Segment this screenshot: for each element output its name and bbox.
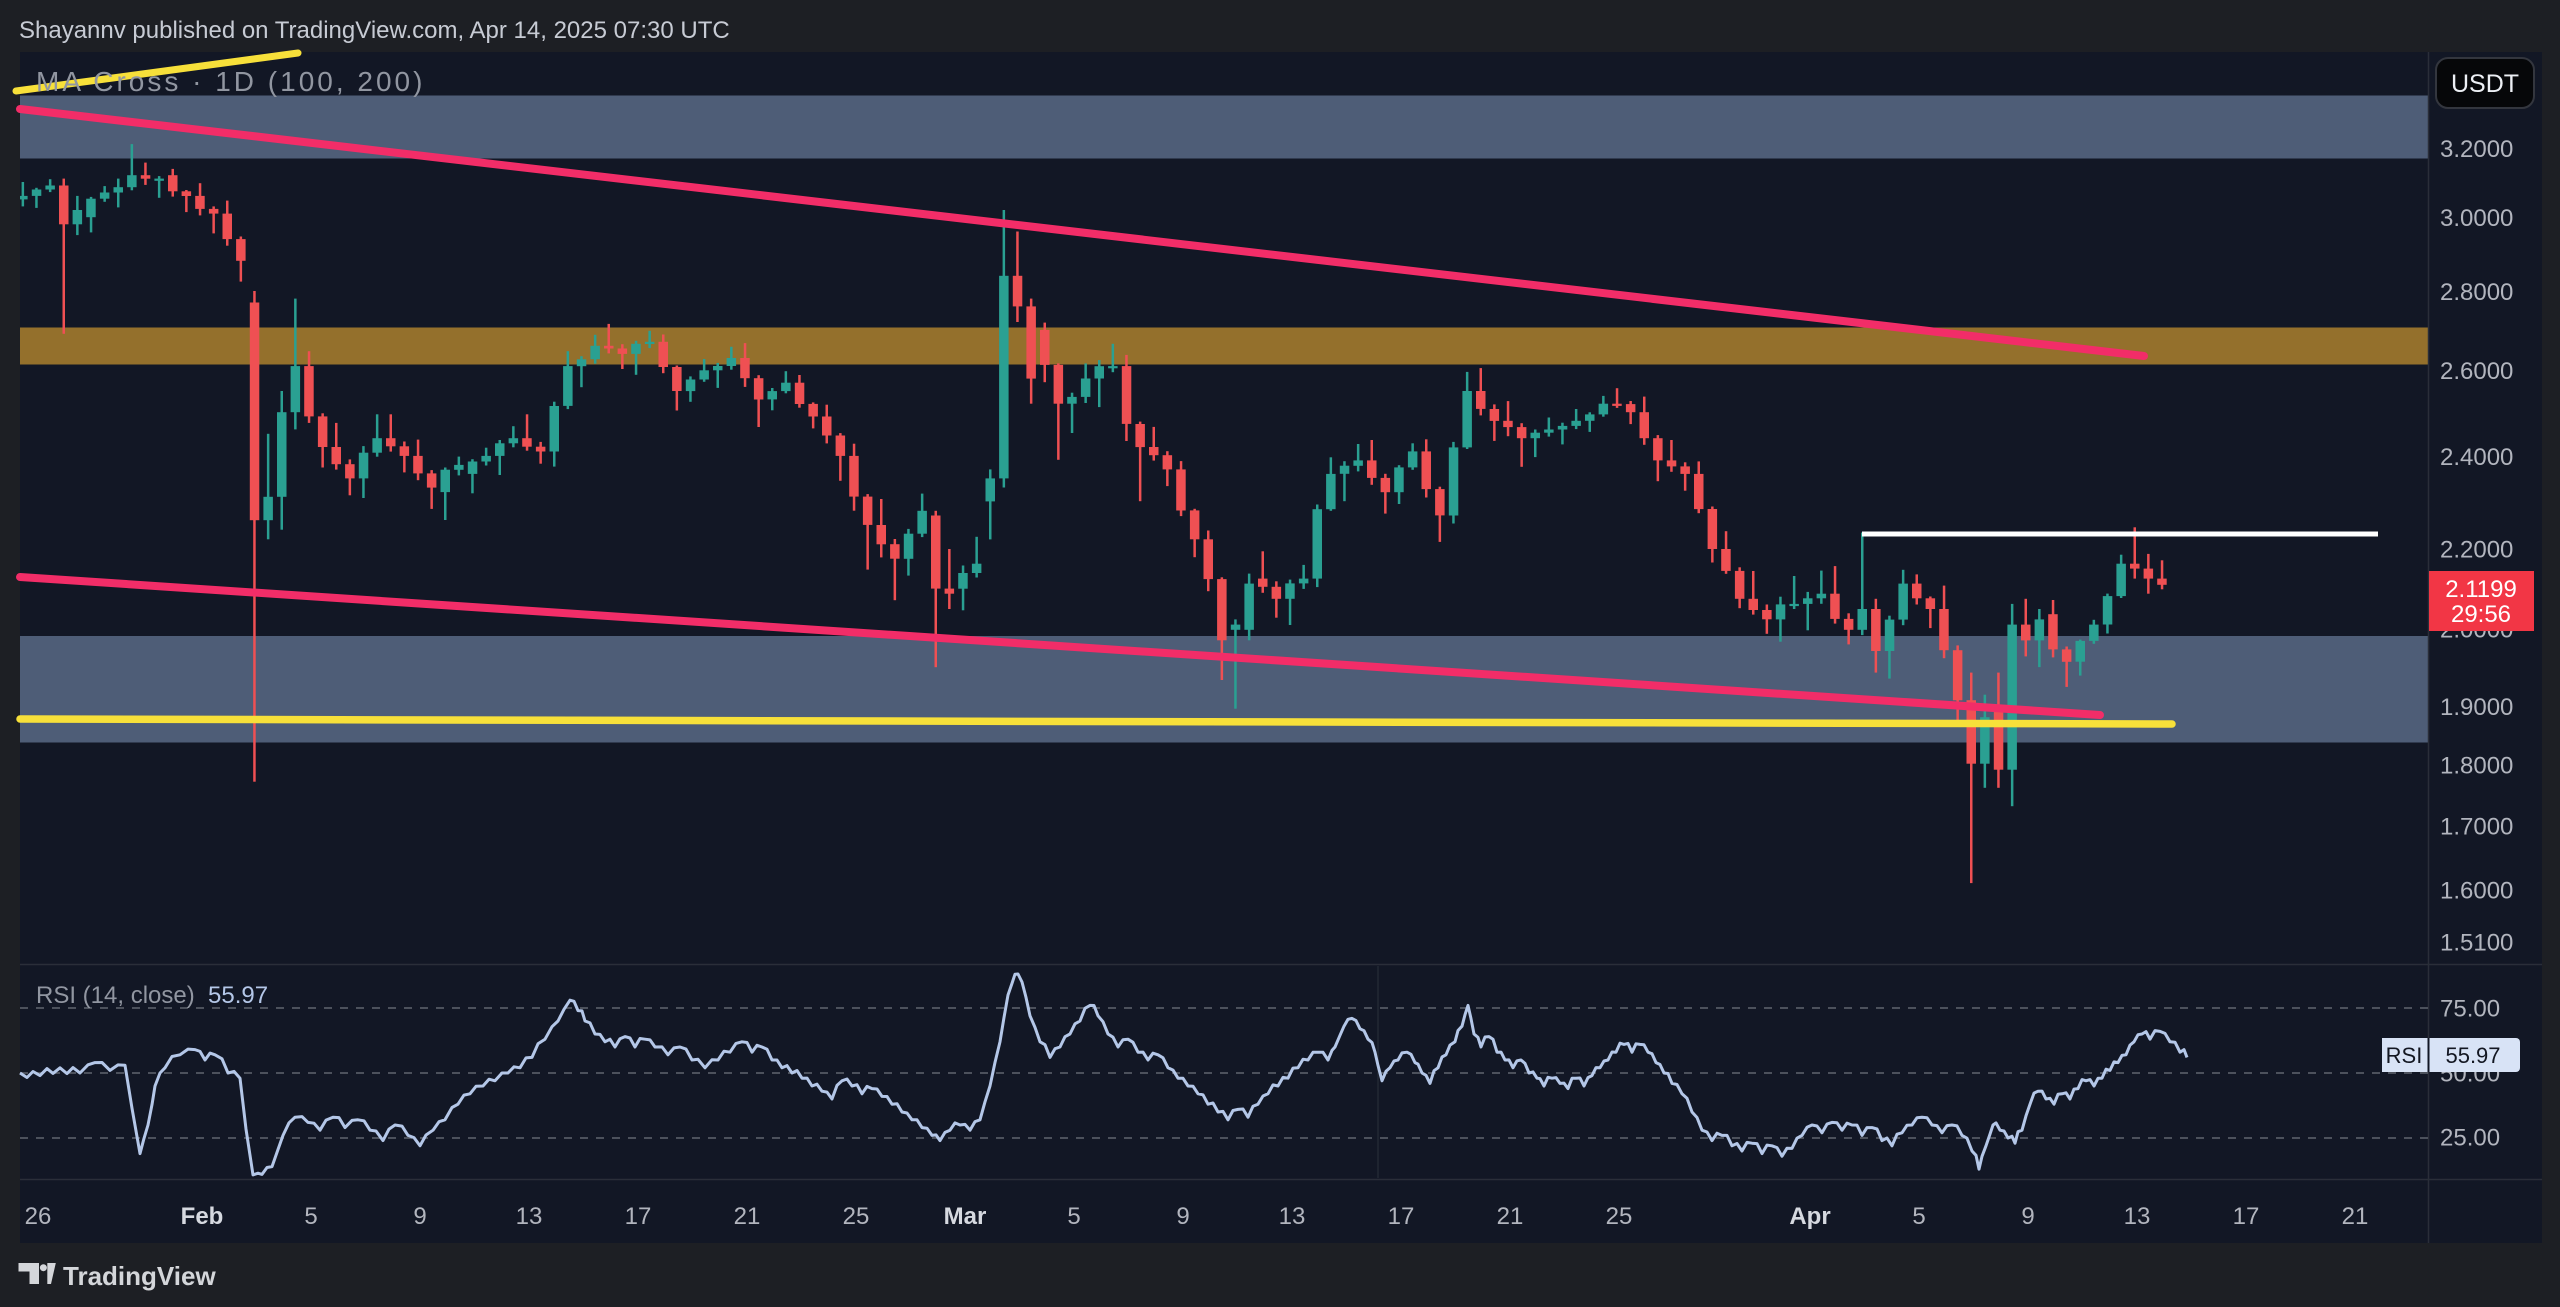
svg-text:25: 25 xyxy=(843,1203,870,1230)
svg-text:25: 25 xyxy=(1606,1203,1633,1230)
svg-text:5: 5 xyxy=(1067,1203,1080,1230)
svg-text:13: 13 xyxy=(1279,1203,1306,1230)
svg-text:1.5100: 1.5100 xyxy=(2440,930,2513,957)
svg-text:55.97: 55.97 xyxy=(208,982,268,1009)
svg-text:17: 17 xyxy=(1388,1203,1415,1230)
svg-text:MA Cross · 1D (100, 200): MA Cross · 1D (100, 200) xyxy=(36,66,425,97)
svg-text:17: 17 xyxy=(625,1203,652,1230)
svg-text:9: 9 xyxy=(1176,1203,1189,1230)
svg-text:2.6000: 2.6000 xyxy=(2440,358,2513,385)
svg-text:13: 13 xyxy=(2124,1203,2151,1230)
svg-text:5: 5 xyxy=(1912,1203,1925,1230)
svg-text:2.8000: 2.8000 xyxy=(2440,279,2513,306)
svg-text:RSI (14, close): RSI (14, close) xyxy=(36,982,195,1009)
svg-text:TradingView: TradingView xyxy=(63,1261,216,1291)
svg-text:1.7000: 1.7000 xyxy=(2440,813,2513,840)
svg-text:RSI: RSI xyxy=(2386,1043,2423,1068)
svg-text:9: 9 xyxy=(2021,1203,2034,1230)
svg-text:17: 17 xyxy=(2233,1203,2260,1230)
svg-text:13: 13 xyxy=(516,1203,543,1230)
svg-text:2.4000: 2.4000 xyxy=(2440,444,2513,471)
svg-text:21: 21 xyxy=(734,1203,761,1230)
svg-text:25.00: 25.00 xyxy=(2440,1125,2500,1152)
svg-text:3.2000: 3.2000 xyxy=(2440,136,2513,163)
svg-text:USDT: USDT xyxy=(2451,70,2519,98)
svg-text:1.9000: 1.9000 xyxy=(2440,694,2513,721)
svg-text:1.8000: 1.8000 xyxy=(2440,752,2513,779)
svg-text:5: 5 xyxy=(304,1203,317,1230)
svg-text:Feb: Feb xyxy=(181,1203,224,1230)
svg-text:2.2000: 2.2000 xyxy=(2440,537,2513,564)
svg-text:Shayannv published on TradingV: Shayannv published on TradingView.com, A… xyxy=(19,17,730,44)
svg-text:Apr: Apr xyxy=(1789,1203,1830,1230)
svg-text:Mar: Mar xyxy=(944,1203,987,1230)
svg-text:9: 9 xyxy=(413,1203,426,1230)
svg-text:29:56: 29:56 xyxy=(2451,601,2511,628)
svg-text:21: 21 xyxy=(2342,1203,2369,1230)
svg-text:3.0000: 3.0000 xyxy=(2440,205,2513,232)
svg-text:26: 26 xyxy=(25,1203,52,1230)
svg-text:21: 21 xyxy=(1497,1203,1524,1230)
svg-text:1.6000: 1.6000 xyxy=(2440,878,2513,905)
svg-text:55.97: 55.97 xyxy=(2445,1043,2500,1068)
svg-text:75.00: 75.00 xyxy=(2440,996,2500,1023)
svg-text:2.1199: 2.1199 xyxy=(2445,576,2517,603)
